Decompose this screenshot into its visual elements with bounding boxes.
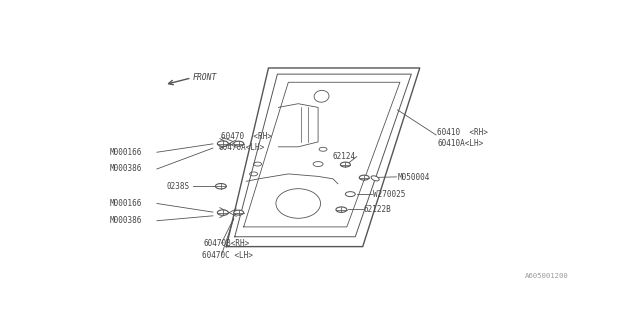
Circle shape: [234, 210, 244, 215]
Text: M050004: M050004: [397, 173, 430, 182]
Text: 60470B<RH>: 60470B<RH>: [203, 239, 249, 248]
Text: A605001200: A605001200: [525, 273, 568, 279]
Text: 60410A<LH>: 60410A<LH>: [437, 139, 483, 148]
Text: M000386: M000386: [110, 164, 142, 173]
Circle shape: [218, 210, 228, 215]
Text: 60470A<LH>: 60470A<LH>: [219, 143, 265, 152]
Text: M000166: M000166: [110, 148, 142, 157]
Text: FRONT: FRONT: [193, 73, 218, 82]
Text: 60470C <LH>: 60470C <LH>: [202, 251, 252, 260]
Text: 60470  <RH>: 60470 <RH>: [221, 132, 272, 141]
Circle shape: [216, 184, 227, 189]
Text: 62122B: 62122B: [364, 205, 392, 214]
Text: 62124: 62124: [333, 152, 356, 161]
Circle shape: [218, 141, 228, 146]
Circle shape: [336, 207, 347, 212]
Text: M000386: M000386: [110, 216, 142, 225]
Circle shape: [340, 162, 350, 167]
Text: 0238S: 0238S: [167, 182, 190, 191]
Text: 60410  <RH>: 60410 <RH>: [437, 128, 488, 137]
Circle shape: [234, 141, 244, 146]
Ellipse shape: [371, 176, 379, 181]
Text: W270025: W270025: [372, 190, 405, 199]
Circle shape: [359, 175, 369, 180]
Text: M000166: M000166: [110, 199, 142, 208]
